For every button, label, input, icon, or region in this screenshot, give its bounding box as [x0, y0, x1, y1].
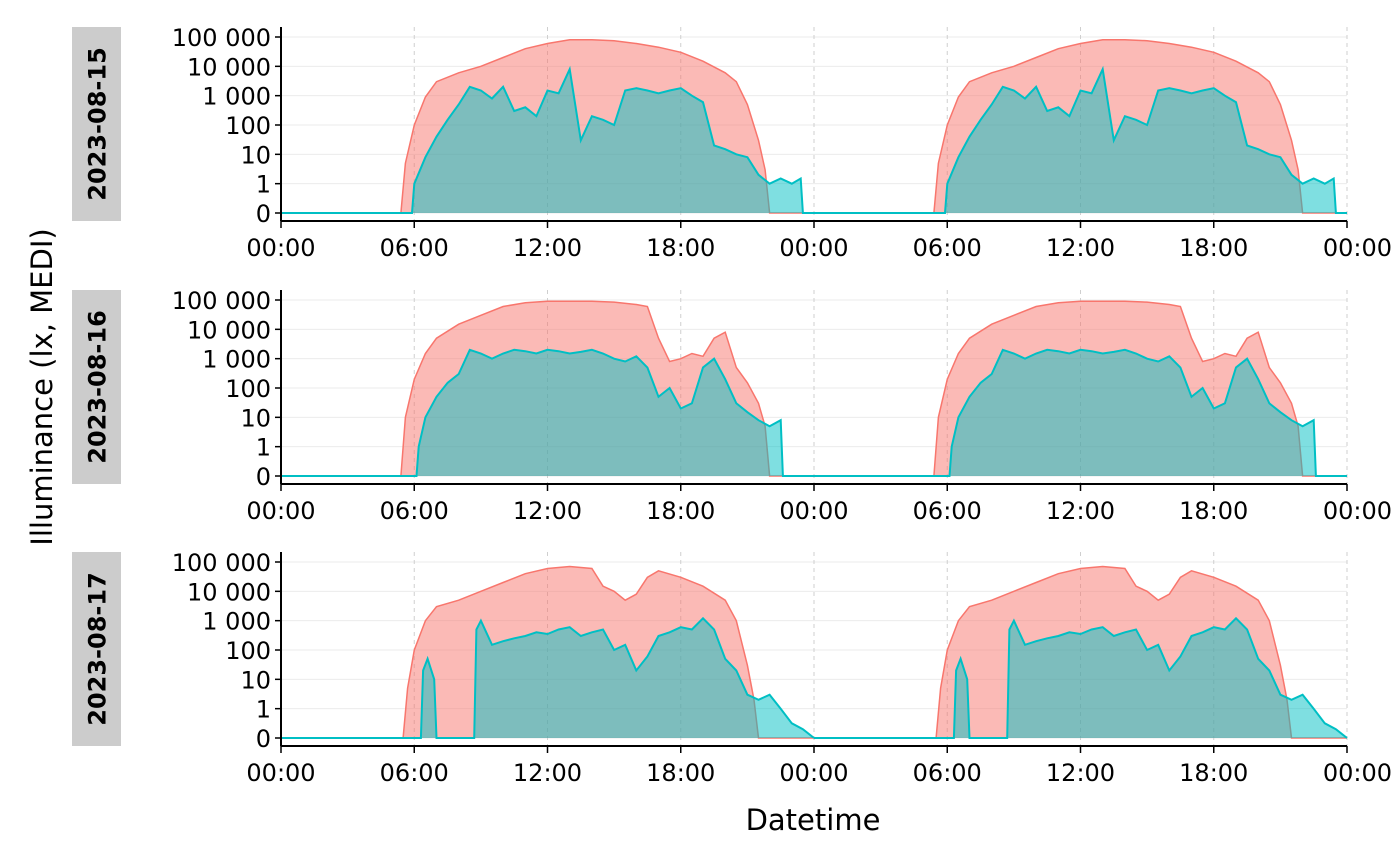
- series-line: [814, 616, 1348, 739]
- x-tick-label: 18:00: [646, 759, 715, 787]
- y-tick-label: 10 000: [187, 53, 271, 81]
- facet-strip: [72, 552, 121, 746]
- y-tick-label: 10: [240, 141, 271, 169]
- series-line: [281, 300, 814, 477]
- y-tick-label: 1: [256, 434, 271, 462]
- x-tick-label: 12:00: [1046, 234, 1115, 262]
- series-line: [281, 65, 814, 214]
- y-tick-label: 100: [225, 112, 271, 140]
- y-tick-label: 1 000: [202, 83, 271, 111]
- x-tick-label: 06:00: [380, 759, 449, 787]
- y-tick-label: 0: [256, 200, 271, 228]
- series-line: [281, 565, 814, 739]
- y-tick-label: 10 000: [187, 578, 271, 606]
- x-tick-label: 12:00: [1046, 759, 1115, 787]
- series-area: [281, 618, 814, 738]
- series-area: [814, 69, 1347, 213]
- y-tick-label: 0: [256, 463, 271, 491]
- x-tick-label: 12:00: [513, 759, 582, 787]
- x-tick-label: 18:00: [1179, 234, 1248, 262]
- facet-strip: [72, 27, 121, 221]
- facet-label: 2023-08-17: [84, 572, 112, 726]
- y-tick-label: 0: [256, 725, 271, 753]
- y-tick-label: 10: [240, 666, 271, 694]
- series-area: [814, 349, 1347, 476]
- series-area: [281, 349, 814, 476]
- x-tick-label: 12:00: [1046, 497, 1115, 525]
- series-line: [814, 348, 1347, 477]
- y-tick-label: 1: [256, 696, 271, 724]
- series-line: [814, 300, 1347, 477]
- x-tick-label: 00:00: [1323, 497, 1392, 525]
- x-tick-label: 06:00: [913, 497, 982, 525]
- x-tick-label: 00:00: [246, 759, 315, 787]
- y-tick-label: 100 000: [172, 24, 271, 52]
- facet-strip: [72, 290, 121, 484]
- x-tick-label: 12:00: [513, 497, 582, 525]
- series-line: [281, 616, 815, 739]
- series-line: [814, 565, 1347, 739]
- x-tick-label: 00:00: [779, 234, 848, 262]
- facet-label: 2023-08-15: [84, 47, 112, 201]
- y-tick-label: 1 000: [202, 346, 271, 374]
- y-tick-label: 100: [225, 375, 271, 403]
- x-tick-label: 18:00: [646, 234, 715, 262]
- series-line: [281, 39, 814, 214]
- x-tick-label: 18:00: [646, 497, 715, 525]
- x-tick-label: 06:00: [380, 234, 449, 262]
- y-tick-label: 10: [240, 404, 271, 432]
- x-tick-label: 06:00: [913, 234, 982, 262]
- x-tick-label: 18:00: [1179, 497, 1248, 525]
- x-tick-label: 18:00: [1179, 759, 1248, 787]
- x-tick-label: 06:00: [913, 759, 982, 787]
- y-tick-label: 100: [225, 637, 271, 665]
- series-area: [281, 69, 814, 213]
- x-tick-label: 00:00: [1323, 759, 1392, 787]
- x-tick-label: 00:00: [246, 497, 315, 525]
- x-tick-label: 12:00: [513, 234, 582, 262]
- x-axis-label: Datetime: [746, 803, 881, 837]
- y-axis-label: Illuminance (lx, MEDI): [25, 228, 59, 545]
- series-line: [281, 348, 814, 477]
- x-tick-label: 00:00: [246, 234, 315, 262]
- y-tick-label: 1 000: [202, 608, 271, 636]
- x-tick-label: 06:00: [380, 497, 449, 525]
- x-tick-label: 00:00: [779, 497, 848, 525]
- series-area: [814, 618, 1347, 738]
- series-line: [814, 39, 1347, 214]
- series-line: [814, 65, 1347, 214]
- y-tick-label: 1: [256, 171, 271, 199]
- x-tick-label: 00:00: [779, 759, 848, 787]
- y-tick-label: 100 000: [172, 549, 271, 577]
- y-tick-label: 100 000: [172, 287, 271, 315]
- facet-label: 2023-08-16: [84, 310, 112, 464]
- y-tick-label: 10 000: [187, 316, 271, 344]
- x-tick-label: 00:00: [1323, 234, 1392, 262]
